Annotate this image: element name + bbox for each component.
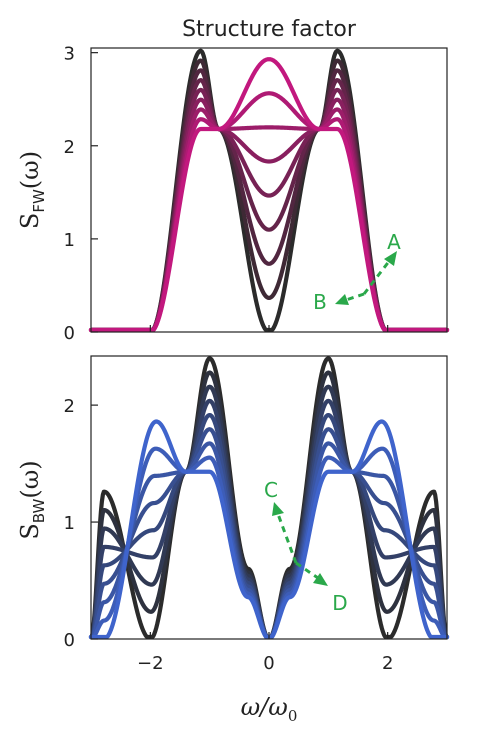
top-y-ticks: 0 1 2 3 xyxy=(64,44,98,344)
y-tick-label: 1 xyxy=(64,230,75,251)
annotation-label-d: D xyxy=(332,591,347,615)
y-tick-label: 0 xyxy=(64,323,75,344)
annotation-label-a: A xyxy=(387,230,401,254)
y-tick-label: 2 xyxy=(64,396,75,417)
annotation-arrow-c xyxy=(272,502,298,564)
fw-curve-3 xyxy=(88,68,450,333)
annotation-label-b: B xyxy=(313,290,327,314)
y-tick-label: 3 xyxy=(64,44,75,65)
top-panel-frame xyxy=(90,47,448,333)
x-tick-label: −2 xyxy=(137,653,164,674)
y-tick-label: 0 xyxy=(64,630,75,651)
annotation-arrow-d xyxy=(295,561,328,586)
annotation-arrow-a xyxy=(362,251,397,295)
y-tick-label: 1 xyxy=(64,513,75,534)
bottom-x-ticks: −2 0 2 xyxy=(137,632,393,674)
x-tick-label: 2 xyxy=(382,653,393,674)
annotation-label-c: C xyxy=(264,478,278,502)
top-y-axis-label: SFW(ω) xyxy=(16,151,48,229)
fw-curves xyxy=(88,48,450,333)
bw-curve-4 xyxy=(88,398,450,640)
top-x-ticks xyxy=(149,325,389,332)
bottom-y-ticks: 0 1 2 xyxy=(64,396,98,651)
x-axis-label: ω/ω0 xyxy=(241,693,298,725)
bottom-y-axis-label: SBW(ω) xyxy=(16,460,48,539)
y-tick-label: 2 xyxy=(64,137,75,158)
top-panel: 0 1 2 3 SFW(ω) A B xyxy=(16,44,450,344)
x-tick-label: 0 xyxy=(263,653,274,674)
fw-curve-4 xyxy=(88,78,450,333)
annotation-arrow-b xyxy=(335,292,365,305)
figure-title: Structure factor xyxy=(182,17,357,42)
fw-curve-6 xyxy=(88,97,450,333)
bottom-panel: 0 1 2 −2 0 2 SBW(ω) ω/ω0 C D xyxy=(16,355,450,725)
bw-curve-2 xyxy=(88,370,450,640)
